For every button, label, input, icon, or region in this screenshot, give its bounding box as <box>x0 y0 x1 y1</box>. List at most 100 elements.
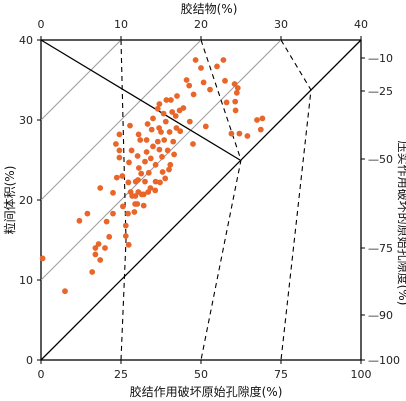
data-point <box>147 155 154 162</box>
top-tick-label: 40 <box>354 18 368 31</box>
data-point <box>152 187 159 194</box>
top-axis-label: 胶结物(%) <box>181 1 238 16</box>
top-tick-label: 0 <box>38 18 45 31</box>
data-point <box>113 174 120 181</box>
guide-line-10 <box>40 39 282 281</box>
data-point <box>110 189 116 196</box>
data-point <box>145 169 152 176</box>
chart-lines <box>37 36 365 364</box>
dashed-curve-30 <box>280 39 312 361</box>
data-point <box>198 65 204 71</box>
data-point <box>231 81 238 87</box>
data-point <box>106 233 113 240</box>
data-point <box>257 126 264 133</box>
data-point <box>142 158 148 165</box>
data-point <box>134 201 141 207</box>
data-point <box>233 89 240 96</box>
data-point <box>113 141 119 147</box>
data-point <box>144 121 151 127</box>
data-point <box>166 129 173 135</box>
tick-labels: 0 10 20 30 40 0 10 20 30 40 0 25 50 75 100 —10 —25 —50 —75… <box>19 18 400 381</box>
data-point <box>136 165 142 171</box>
left-tick-label: 30 <box>19 114 33 127</box>
data-points <box>39 57 266 295</box>
bottom-axis-label: 胶结作用破坏原始孔隙度(%) <box>130 384 283 399</box>
data-point <box>127 122 133 129</box>
data-point <box>192 57 199 63</box>
data-point <box>171 151 178 158</box>
left-axis-label: 粒间体积(%) <box>2 166 17 235</box>
data-point <box>202 123 209 130</box>
data-point <box>190 141 196 147</box>
right-tick-label: —90 <box>368 309 393 322</box>
data-point <box>142 178 148 185</box>
data-point <box>39 255 46 262</box>
data-point <box>156 101 163 107</box>
data-point <box>168 97 174 103</box>
data-point <box>166 166 172 173</box>
data-point <box>97 257 104 263</box>
data-point <box>154 105 161 112</box>
data-point <box>132 193 139 199</box>
data-point <box>97 185 104 191</box>
main-diagonal-line <box>40 39 362 361</box>
data-point <box>228 130 235 137</box>
data-point <box>138 170 145 177</box>
data-point <box>89 269 96 275</box>
data-point <box>169 109 176 115</box>
data-point <box>152 178 159 185</box>
data-point <box>135 177 141 183</box>
data-point <box>234 85 241 91</box>
data-point <box>140 191 147 198</box>
data-point <box>174 93 180 99</box>
left-tick-label: 40 <box>19 34 33 47</box>
data-point <box>103 218 110 225</box>
data-point <box>156 146 163 153</box>
data-point <box>161 137 168 143</box>
data-point <box>223 99 230 106</box>
data-point <box>152 161 159 168</box>
data-point <box>125 241 132 248</box>
right-axis-label: 压实作用破坏的原始孔隙度(%) <box>396 141 406 306</box>
data-point <box>147 185 154 191</box>
data-point <box>183 77 190 83</box>
data-point <box>122 222 129 229</box>
data-point <box>172 113 179 119</box>
data-point <box>92 245 99 251</box>
data-point <box>214 63 220 70</box>
data-point <box>167 161 174 168</box>
data-point <box>95 241 102 247</box>
data-point <box>116 147 123 154</box>
data-point <box>148 126 155 133</box>
data-point <box>159 153 165 160</box>
data-point <box>76 217 83 224</box>
left-tick-label: 20 <box>19 194 33 207</box>
data-point <box>119 173 126 179</box>
bottom-tick-label: 25 <box>114 368 128 381</box>
data-point <box>131 209 138 215</box>
data-point <box>162 118 169 125</box>
left-tick-label: 10 <box>19 274 33 287</box>
data-point <box>157 179 163 186</box>
data-point <box>92 251 99 258</box>
data-point <box>122 233 129 239</box>
data-point <box>150 143 156 150</box>
data-point <box>163 97 170 103</box>
data-point <box>84 210 91 217</box>
data-point <box>135 131 142 138</box>
top-tick-label: 10 <box>114 18 128 31</box>
top-tick-label: 30 <box>274 18 288 31</box>
bottom-tick-label: 50 <box>194 368 208 381</box>
data-point <box>232 98 239 105</box>
bottom-tick-label: 75 <box>274 368 288 381</box>
bottom-tick-label: 0 <box>38 368 45 381</box>
data-point <box>120 203 126 210</box>
data-point <box>173 125 180 131</box>
dashed-curve-10 <box>120 39 127 361</box>
dashed-curve-20 <box>200 39 242 361</box>
data-point <box>126 159 132 166</box>
data-point <box>186 82 193 89</box>
data-point <box>128 147 135 154</box>
data-point <box>150 115 156 122</box>
data-point <box>162 175 169 182</box>
